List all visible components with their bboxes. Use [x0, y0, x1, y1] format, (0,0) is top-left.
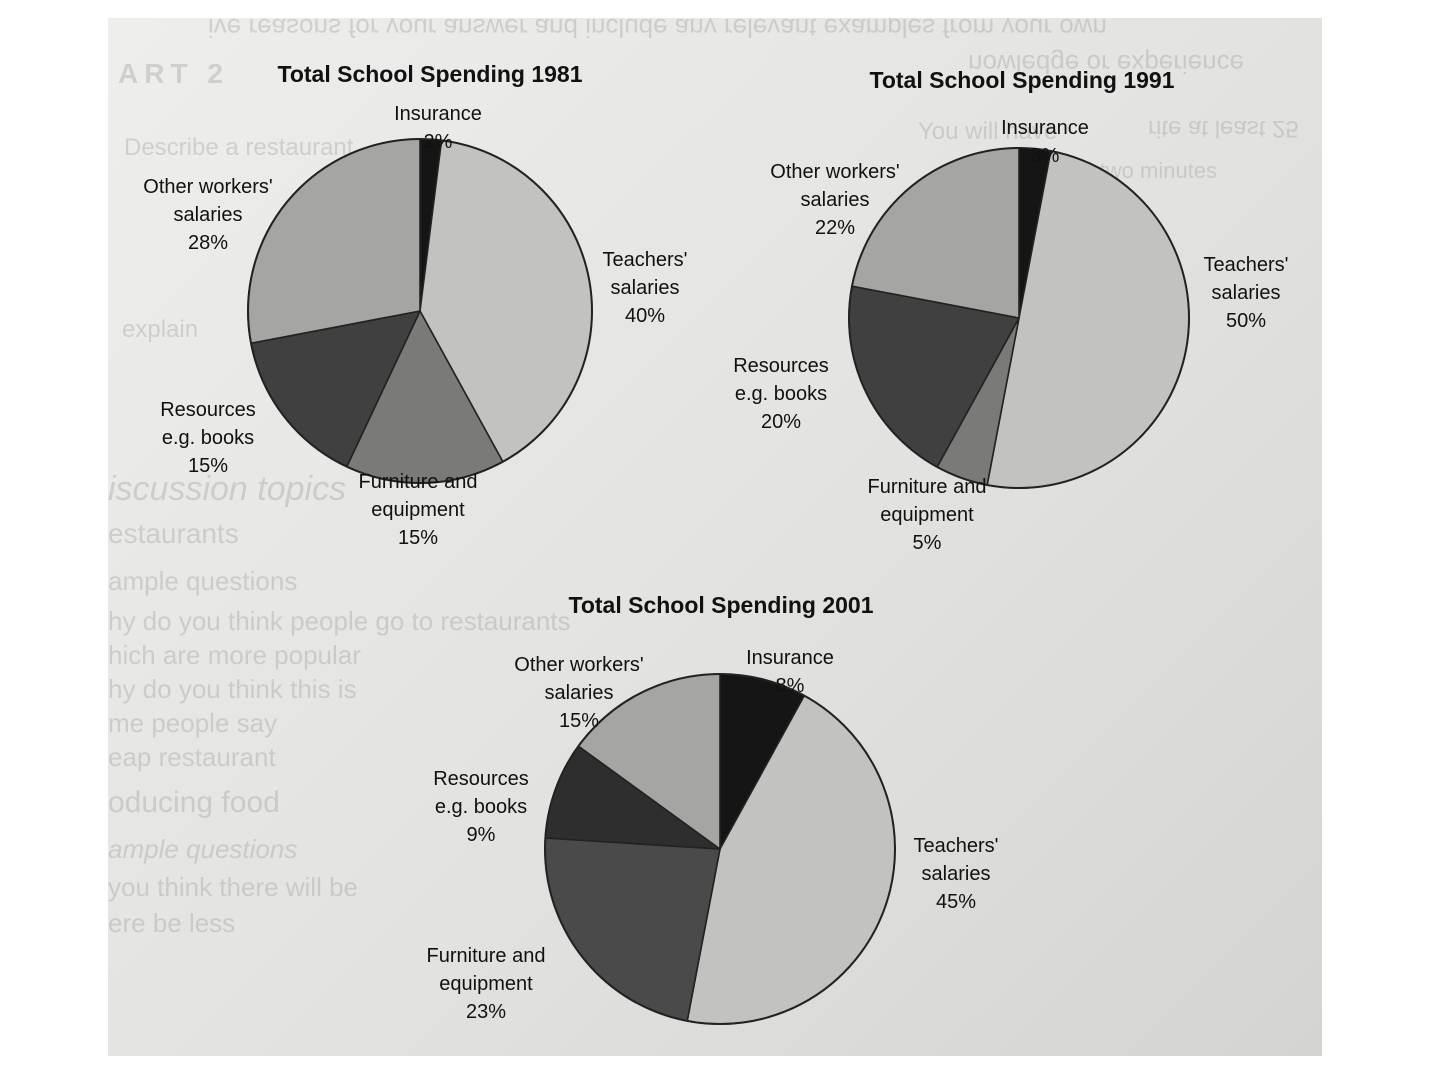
slice-value-label: 15% — [188, 455, 228, 477]
pie-chart-0: Total School Spending 1981 Insurance 2% Tea… — [143, 61, 687, 549]
slice-label-line: Teachers' — [1204, 254, 1289, 276]
slice-value-label: 45% — [936, 891, 976, 913]
slice-label-line: Resources — [433, 768, 529, 790]
slice-label-line: Insurance — [394, 103, 482, 125]
slice-value-label: 3% — [1031, 145, 1060, 167]
slice-label-line: Teachers' — [603, 249, 688, 271]
slice-label-line: salaries — [801, 189, 870, 211]
slice-label-line: salaries — [545, 682, 614, 704]
slice-value-label: 5% — [913, 532, 942, 554]
slice-label-line: e.g. books — [162, 427, 254, 449]
slice-label-line: salaries — [174, 204, 243, 226]
slice-label-line: e.g. books — [435, 796, 527, 818]
slice-label: Insurance 3% — [1001, 117, 1089, 167]
slice-value-label: 22% — [815, 217, 855, 239]
pie-outline — [848, 147, 1190, 489]
slice-label: Furniture and equipment 15% — [359, 471, 478, 549]
slice-label: Other workers' salaries 15% — [514, 654, 643, 732]
slice-label-line: equipment — [371, 499, 465, 521]
chart-title: Total School Spending 1981 — [277, 61, 582, 87]
slice-value-label: 15% — [559, 710, 599, 732]
slice-label-line: Resources — [160, 399, 256, 421]
slice-value-label: 9% — [467, 824, 496, 846]
slice-label-line: Other workers' — [514, 654, 643, 676]
slice-label: Insurance 8% — [746, 647, 834, 697]
slice-label: Teachers' salaries 45% — [914, 835, 999, 913]
slice-label: Teachers' salaries 50% — [1204, 254, 1289, 332]
slice-label-line: equipment — [880, 504, 974, 526]
slice-value-label: 2% — [424, 131, 453, 153]
slice-label: Furniture and equipment 23% — [427, 945, 546, 1023]
slice-value-label: 15% — [398, 527, 438, 549]
slice-label: Insurance 2% — [394, 103, 482, 153]
slice-value-label: 23% — [466, 1001, 506, 1023]
chart-title: Total School Spending 1991 — [869, 67, 1174, 93]
slice-label-line: salaries — [611, 277, 680, 299]
slice-label-line: Insurance — [746, 647, 834, 669]
slice-label-line: Teachers' — [914, 835, 999, 857]
slice-value-label: 20% — [761, 411, 801, 433]
slice-label-line: e.g. books — [735, 383, 827, 405]
slice-label: Resources e.g. books 9% — [433, 768, 529, 846]
slice-label-line: Insurance — [1001, 117, 1089, 139]
slice-label: Other workers' salaries 28% — [143, 176, 272, 254]
slice-label: Resources e.g. books 20% — [733, 355, 829, 433]
slice-label-line: salaries — [922, 863, 991, 885]
slice-value-label: 50% — [1226, 310, 1266, 332]
pie-outline — [247, 138, 593, 484]
slice-label: Resources e.g. books 15% — [160, 399, 256, 477]
chart-title: Total School Spending 2001 — [568, 592, 873, 618]
slice-label-line: Other workers' — [143, 176, 272, 198]
slice-label-line: Resources — [733, 355, 829, 377]
slice-label: Other workers' salaries 22% — [770, 161, 899, 239]
slice-label-line: Furniture and — [868, 476, 987, 498]
pie-outline — [544, 673, 896, 1025]
slice-label-line: Furniture and — [359, 471, 478, 493]
slice-label: Teachers' salaries 40% — [603, 249, 688, 327]
slice-value-label: 8% — [776, 675, 805, 697]
slice-label-line: Furniture and — [427, 945, 546, 967]
slice-value-label: 40% — [625, 305, 665, 327]
slice-label: Furniture and equipment 5% — [868, 476, 987, 554]
slice-label-line: equipment — [439, 973, 533, 995]
pie-slice — [247, 138, 421, 345]
pie-chart-1: Total School Spending 1991 Insurance 3% Tea… — [733, 67, 1288, 554]
pie-chart-2: Total School Spending 2001 Insurance 8% Tea… — [427, 592, 999, 1025]
slice-value-label: 28% — [188, 232, 228, 254]
slice-label-line: salaries — [1212, 282, 1281, 304]
slice-label-line: Other workers' — [770, 161, 899, 183]
